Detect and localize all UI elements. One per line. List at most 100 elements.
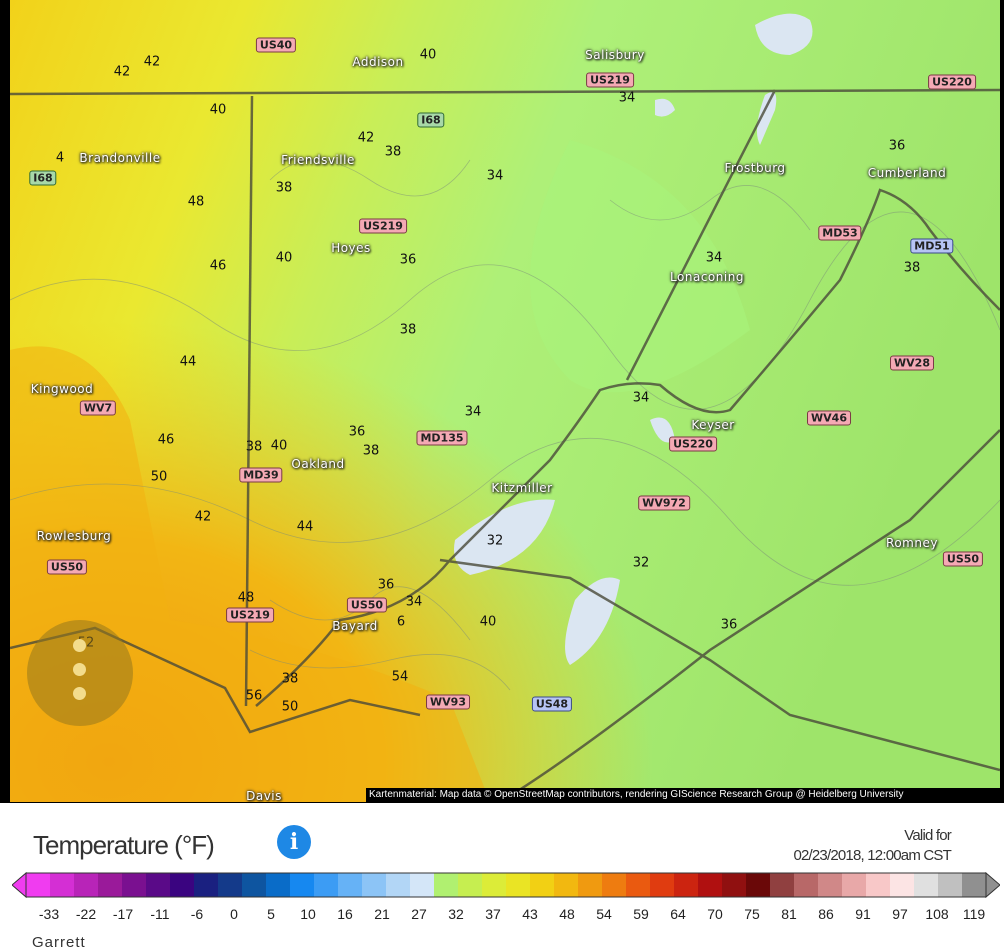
temperature-label: 34 [486,168,504,184]
color-swatch [146,873,171,897]
temperature-label: 42 [194,509,212,525]
color-swatch [626,873,651,897]
temperature-label: 36 [888,138,906,154]
road-shield: MD51 [910,238,954,254]
map-canvas [10,0,1000,802]
town-label: Salisbury [585,48,645,62]
color-swatch [578,873,603,897]
color-swatch [338,873,363,897]
scale-tick-label: -22 [75,906,97,922]
temperature-label: 42 [143,54,161,70]
color-swatch [818,873,843,897]
road-shield: US48 [531,696,573,712]
scale-tick-label: 48 [559,906,575,922]
scale-tick-label: 32 [448,906,464,922]
road-shield: I68 [29,170,57,186]
color-swatch [266,873,291,897]
color-swatch [194,873,219,897]
color-swatch [386,873,411,897]
temperature-label: 34 [705,250,723,266]
color-swatch [458,873,483,897]
scale-tick-label: 54 [596,906,612,922]
temperature-label: 36 [399,252,417,268]
valid-time-value: 02/23/2018, 12:00am CST [793,847,951,864]
color-swatch [50,873,75,897]
temperature-map[interactable]: 42 42 40 40 34 4 42 38 34 36 38 48 40 36 34 46 38 38 44 34 3… [0,0,1004,803]
temperature-label: 6 [396,614,406,630]
temperature-label: 42 [113,64,131,80]
scale-tick-label: 91 [855,906,871,922]
valid-label: Valid for [904,827,952,844]
color-swatch [962,873,987,897]
scale-tick-label: 16 [337,906,353,922]
temperature-label: 34 [632,390,650,406]
temperature-label: 38 [275,180,293,196]
temperature-label: 38 [903,260,921,276]
color-swatch [602,873,627,897]
town-label: Frostburg [724,161,786,175]
temperature-label: 40 [275,250,293,266]
temperature-label: 38 [399,322,417,338]
color-swatch [362,873,387,897]
temperature-label: 40 [479,614,497,630]
locate-button[interactable] [27,620,133,726]
road-shield: MD39 [239,467,283,483]
town-label: Friendsville [281,153,355,167]
temperature-label: 46 [157,432,175,448]
scale-tick-label: -33 [38,906,60,922]
temperature-label: 40 [270,438,288,454]
scale-tick-label: 59 [633,906,649,922]
scale-tick-label: 70 [707,906,723,922]
color-swatch [74,873,99,897]
road-shield: WV28 [890,355,934,371]
color-swatch [890,873,915,897]
scale-tick-label: 119 [962,906,986,922]
color-swatch [794,873,819,897]
color-swatch [554,873,579,897]
info-icon[interactable]: i [277,825,311,859]
temperature-label: 56 [245,688,263,704]
color-scale-bar [12,872,1000,898]
locate-dots-icon [73,687,86,700]
color-swatch [842,873,867,897]
scale-tick-label: 27 [411,906,427,922]
scale-tick-label: 64 [670,906,686,922]
color-swatch [26,873,51,897]
road-shield: US50 [346,597,388,613]
color-swatch [314,873,339,897]
color-swatch [674,873,699,897]
scale-tick-label: 37 [485,906,501,922]
temperature-label: 4 [55,150,65,166]
road-shield: MD135 [416,430,468,446]
temperature-label: 34 [464,404,482,420]
color-swatch [506,873,531,897]
color-swatch [170,873,195,897]
temperature-label: 38 [362,443,380,459]
road-shield: I68 [417,112,445,128]
town-label: Addison [352,55,404,69]
temperature-label: 42 [357,130,375,146]
locate-dots-icon [73,639,86,652]
temperature-label: 32 [486,533,504,549]
color-swatch [98,873,123,897]
color-swatch [218,873,243,897]
temperature-label: 34 [405,594,423,610]
temperature-label: 32 [632,555,650,571]
lakes [454,13,813,665]
road-shield: US50 [46,559,88,575]
temperature-label: 44 [296,519,314,535]
town-label: Kingwood [30,382,94,396]
town-label: Bayard [332,619,378,633]
road-shield: US219 [226,607,274,623]
scale-tick-label: 81 [781,906,797,922]
scale-tick-label: 0 [230,906,238,922]
road-shield: WV972 [638,495,690,511]
color-swatch [698,873,723,897]
road-shield: US40 [255,37,297,53]
road-shield: WV46 [807,410,851,426]
road-shield: MD53 [818,225,862,241]
temperature-label: 46 [209,258,227,274]
region-name: Garrett [32,934,86,951]
temperature-label: 38 [245,439,263,455]
temperature-label: 40 [419,47,437,63]
